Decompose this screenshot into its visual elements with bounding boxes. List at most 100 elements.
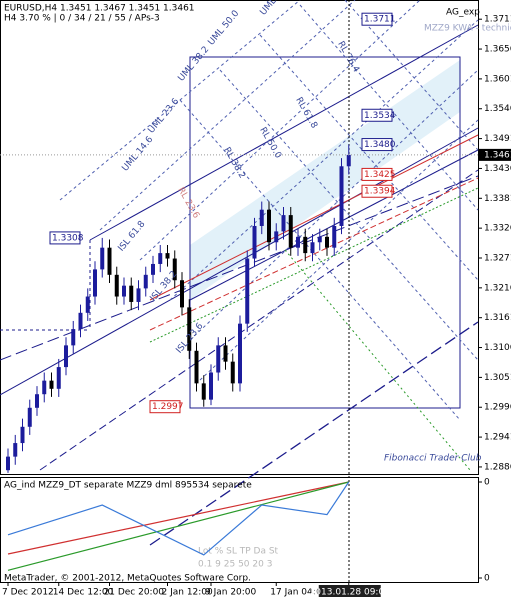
- current-price-box: [479, 148, 511, 161]
- indicator-line: [7, 481, 349, 571]
- y-tick-label: 1.3436: [484, 164, 511, 174]
- candle-body: [310, 242, 315, 254]
- y-tick-label: 1.3546: [484, 104, 511, 114]
- level-label: 1.3425: [364, 170, 396, 180]
- current-price-label: 1.3461: [484, 150, 511, 160]
- candle-body: [49, 380, 54, 389]
- chart-subtitle: H4 3.70 % | 0 / 34 / 21 / 55 / APs-3: [4, 14, 160, 24]
- candle-body: [259, 209, 264, 226]
- indicator-title: AG_ind MZZ9_DT separate MZZ9 dml 895534 …: [4, 481, 252, 491]
- candle-body: [158, 253, 163, 264]
- level-label: 1.3480: [364, 140, 396, 150]
- annotation: Lot % SL TP Da St: [198, 547, 279, 557]
- candle-body: [56, 367, 61, 389]
- annotation: AG_exp: [446, 8, 480, 18]
- level-box: [149, 400, 181, 414]
- candle-body: [27, 407, 32, 427]
- candle-body: [288, 215, 293, 248]
- candle-body: [346, 154, 351, 167]
- indicator-line: [7, 481, 349, 555]
- y-tick-label: 1.2886: [484, 462, 511, 472]
- candle-body: [194, 350, 199, 384]
- candle-body: [42, 380, 47, 395]
- x-tick-label: 9 Jan 20:00: [205, 588, 257, 598]
- candle-body: [122, 285, 126, 297]
- chart-title: EURUSD,H4 1.3451 1.3467 1.3451 1.3461: [4, 4, 195, 14]
- candle-body: [296, 236, 300, 248]
- candle-body: [71, 329, 76, 346]
- annotation: MZZ9 KWA - techniques: [424, 24, 511, 34]
- level-box: [361, 108, 393, 122]
- y-tick-label: 1.3106: [484, 343, 511, 353]
- candle-body: [201, 383, 206, 400]
- level-label: 1.2997: [152, 402, 184, 412]
- candle-body: [93, 269, 97, 297]
- fib-lines: [0, 0, 479, 546]
- y-tick-label: 1.3326: [484, 224, 511, 234]
- candle-body: [20, 426, 25, 444]
- y-tick-label: 1.3656: [484, 45, 511, 55]
- candle-body: [281, 215, 286, 232]
- candle-body: [230, 361, 235, 384]
- y-tick-label: 0: [484, 574, 490, 584]
- candle-body: [85, 296, 90, 313]
- y-tick-label: 0: [484, 478, 490, 488]
- y-tick-label: 1.3711: [484, 15, 511, 25]
- level-label: 1.3534: [364, 111, 396, 121]
- candle-body: [209, 372, 213, 400]
- y-tick-label: 1.3216: [484, 283, 511, 293]
- x-tick-label: 21 Dec 20:00: [104, 588, 165, 598]
- candle-body: [267, 209, 271, 243]
- candle-body: [339, 166, 344, 226]
- annotation: 0.1 9 25 50 20 3: [198, 560, 272, 570]
- indicator-pane-frame: [0, 477, 479, 583]
- green-line: [149, 187, 479, 343]
- channel-line: [39, 169, 479, 471]
- candle-body: [332, 225, 337, 248]
- candle-body: [136, 288, 141, 302]
- candle-body: [216, 345, 221, 373]
- candle-body: [165, 253, 170, 259]
- candle-body: [303, 236, 308, 254]
- candle-body: [223, 345, 228, 362]
- candle-body: [13, 443, 18, 457]
- level-box: [49, 231, 81, 245]
- candle-body: [274, 231, 279, 243]
- candle-body: [107, 247, 112, 275]
- candle-body: [114, 274, 119, 297]
- candle-body: [100, 247, 105, 270]
- level-box: [361, 167, 393, 181]
- candle-body: [187, 307, 192, 351]
- red-line: [149, 177, 479, 331]
- main-pane-frame: [0, 0, 479, 475]
- candle-body: [325, 236, 329, 248]
- candle-body: [317, 236, 322, 243]
- x-tick-label: 17 Jan 04:00: [270, 588, 327, 598]
- x-label-highlight: [318, 585, 381, 597]
- candle-body: [151, 263, 155, 275]
- candle-body: [64, 345, 68, 368]
- channel-line: [0, 127, 479, 396]
- candle-body: [238, 323, 242, 384]
- candle-body: [35, 394, 39, 408]
- candle-body: [78, 312, 83, 330]
- candle-body: [6, 456, 10, 471]
- red-line: [149, 134, 479, 301]
- fan-lines: [59, 0, 479, 421]
- indicator-line: [7, 481, 350, 556]
- candle-body: [143, 274, 148, 289]
- channel-line: [149, 321, 479, 546]
- candle-body: [245, 258, 250, 324]
- level-box: [361, 138, 393, 152]
- channel-line: [89, 24, 479, 241]
- candle-body: [180, 280, 184, 308]
- fib-box: [189, 56, 461, 409]
